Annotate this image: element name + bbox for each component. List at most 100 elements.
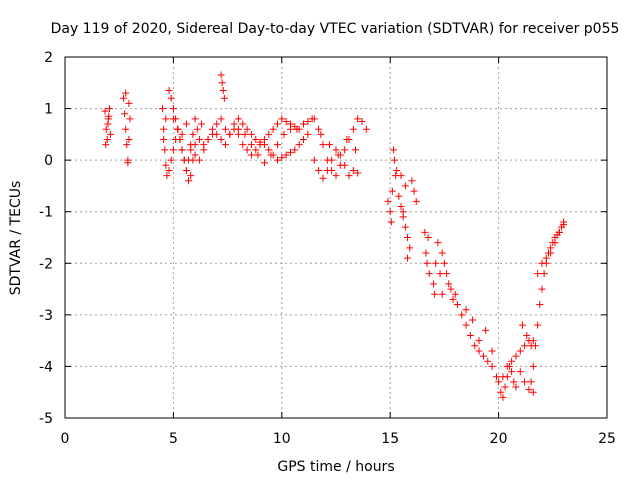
- data-point: [458, 311, 466, 319]
- data-point: [169, 146, 177, 154]
- data-point: [540, 270, 548, 278]
- data-point: [167, 94, 175, 102]
- data-point: [469, 316, 477, 324]
- data-point: [482, 326, 490, 334]
- data-point: [102, 125, 110, 133]
- data-point: [165, 166, 173, 174]
- data-point: [408, 177, 416, 185]
- data-point: [410, 187, 418, 195]
- data-point: [241, 130, 249, 138]
- data-point: [174, 125, 182, 133]
- data-point: [488, 347, 496, 355]
- data-point: [488, 362, 496, 370]
- axis-ticks: 0 5 10 15 20 25 -5 -4 -3 -2 -1 0 1 2: [39, 50, 616, 447]
- data-point: [204, 136, 212, 144]
- data-point: [451, 290, 459, 298]
- y-tick-label: 0: [44, 153, 53, 169]
- data-point: [319, 174, 327, 182]
- data-point: [328, 156, 336, 164]
- data-point: [495, 378, 503, 386]
- x-tick-label: 10: [273, 431, 291, 447]
- data-point: [187, 141, 195, 149]
- y-tick-label: -1: [39, 205, 53, 221]
- data-point: [404, 254, 412, 262]
- data-point: [462, 306, 470, 314]
- data-point: [501, 383, 509, 391]
- data-point: [189, 156, 197, 164]
- data-point: [265, 146, 273, 154]
- data-points: [101, 71, 568, 401]
- data-point: [256, 138, 264, 146]
- data-point: [161, 146, 169, 154]
- data-point: [107, 130, 115, 138]
- data-point: [349, 125, 357, 133]
- x-tick-label: 20: [490, 431, 508, 447]
- data-point: [484, 357, 492, 365]
- data-point: [538, 285, 546, 293]
- y-tick-label: -5: [39, 411, 53, 427]
- data-point: [182, 166, 190, 174]
- data-point: [195, 136, 203, 144]
- data-point: [538, 259, 546, 267]
- data-point: [217, 136, 225, 144]
- data-point: [295, 141, 303, 149]
- data-point: [217, 71, 225, 79]
- data-point: [479, 352, 487, 360]
- data-point: [397, 172, 405, 180]
- data-point: [523, 331, 531, 339]
- data-point: [193, 125, 201, 133]
- data-point: [252, 136, 260, 144]
- data-point: [349, 166, 357, 174]
- data-point: [160, 136, 168, 144]
- data-point: [430, 280, 438, 288]
- data-point: [352, 146, 360, 154]
- data-point: [445, 280, 453, 288]
- data-point: [499, 393, 507, 401]
- data-point: [503, 362, 511, 370]
- data-point: [159, 105, 167, 113]
- data-point: [518, 321, 526, 329]
- data-point: [278, 154, 286, 162]
- data-point: [105, 105, 113, 113]
- data-point: [536, 301, 544, 309]
- data-point: [243, 125, 251, 133]
- data-point: [126, 115, 134, 123]
- data-point: [354, 115, 362, 123]
- data-point: [440, 259, 448, 267]
- data-point: [239, 120, 247, 128]
- data-point: [299, 120, 307, 128]
- data-point: [325, 141, 333, 149]
- data-point: [542, 254, 550, 262]
- data-point: [466, 331, 474, 339]
- data-point: [401, 182, 409, 190]
- y-tick-label: -4: [39, 359, 53, 375]
- data-point: [497, 388, 505, 396]
- data-point: [319, 141, 327, 149]
- data-point: [260, 159, 268, 167]
- data-point: [122, 125, 130, 133]
- chart-title: Day 119 of 2020, Sidereal Day-to-day VTE…: [51, 21, 620, 37]
- data-point: [105, 112, 113, 120]
- data-point: [401, 223, 409, 231]
- y-axis-label: SDTVAR / TECUs: [8, 181, 24, 296]
- y-tick-label: -2: [39, 256, 53, 272]
- data-point: [169, 105, 177, 113]
- data-point: [176, 136, 184, 144]
- data-point: [104, 120, 112, 128]
- data-point: [438, 290, 446, 298]
- x-tick-label: 15: [381, 431, 399, 447]
- data-point: [293, 125, 301, 133]
- data-point: [278, 115, 286, 123]
- data-point: [239, 141, 247, 149]
- data-point: [234, 125, 242, 133]
- data-point: [121, 110, 129, 118]
- data-point: [282, 151, 290, 159]
- x-axis-label: GPS time / hours: [277, 459, 394, 475]
- data-point: [447, 285, 455, 293]
- data-point: [310, 156, 318, 164]
- data-point: [187, 172, 195, 180]
- data-point: [534, 321, 542, 329]
- data-point: [388, 187, 396, 195]
- data-point: [531, 342, 539, 350]
- data-point: [334, 151, 342, 159]
